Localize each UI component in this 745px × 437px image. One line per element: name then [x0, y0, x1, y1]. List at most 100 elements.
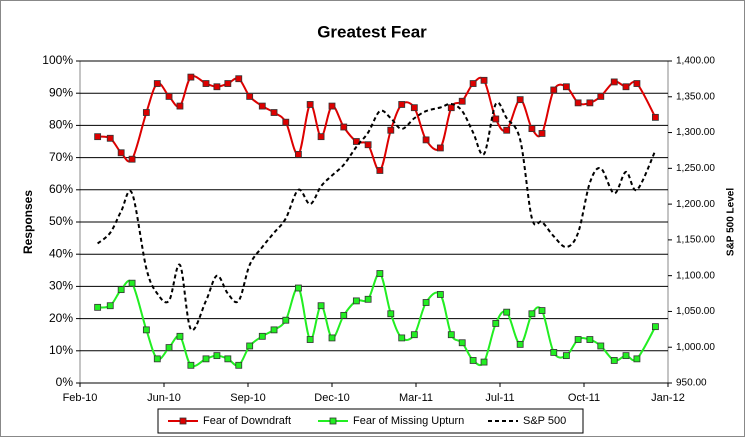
marker [340, 311, 348, 319]
marker [106, 134, 114, 142]
marker [458, 97, 466, 105]
marker [447, 331, 455, 339]
marker [398, 101, 406, 108]
marker [352, 138, 360, 145]
marker [165, 93, 173, 100]
marker [376, 270, 384, 277]
x-tick-label: Jan-12 [651, 392, 685, 404]
marker [469, 80, 477, 87]
y-tick-label: 20% [49, 311, 73, 325]
legend-label: Fear of Missing Upturn [353, 415, 464, 427]
marker [117, 286, 125, 294]
marker [652, 113, 659, 121]
marker [503, 308, 511, 316]
chart-title: Greatest Fear [317, 22, 427, 41]
marker [480, 76, 488, 84]
marker [422, 136, 430, 144]
y-tick-label: 90% [49, 85, 73, 99]
marker [128, 155, 136, 163]
marker [528, 125, 536, 133]
marker [503, 126, 511, 134]
marker [128, 279, 136, 287]
marker [187, 73, 195, 81]
marker [328, 102, 336, 110]
marker [235, 75, 243, 83]
marker [270, 109, 278, 116]
marker [306, 101, 314, 108]
marker [376, 167, 384, 174]
marker [528, 310, 536, 318]
marker [436, 291, 444, 298]
marker [364, 141, 372, 149]
marker [142, 326, 150, 334]
series-line [96, 101, 657, 332]
y-tick-label: 60% [49, 182, 73, 196]
marker [574, 336, 582, 343]
x-tick-label: Oct-11 [568, 392, 600, 404]
marker [176, 102, 184, 110]
marker [306, 336, 314, 343]
marker [516, 340, 524, 348]
marker [213, 83, 221, 91]
marker [202, 80, 210, 87]
x-tick-label: Feb-10 [63, 392, 98, 404]
marker [246, 342, 254, 350]
marker [328, 334, 336, 342]
marker [213, 352, 221, 360]
marker [586, 99, 594, 107]
x-tick-label: Jun-10 [147, 392, 181, 404]
marker [387, 310, 395, 318]
marker [246, 93, 254, 100]
marker [538, 307, 546, 314]
marker [574, 99, 582, 107]
marker [294, 150, 302, 158]
marker [364, 295, 372, 303]
legend-marker [329, 417, 337, 425]
x-tick-label: Sep-10 [230, 392, 265, 404]
marker [117, 149, 125, 157]
marker [469, 357, 477, 364]
marker [597, 342, 605, 350]
marker [282, 316, 290, 324]
marker [387, 126, 395, 134]
y2-tick-label: 1,000.00 [676, 342, 715, 353]
marker [282, 118, 290, 126]
marker [633, 355, 641, 363]
marker [447, 104, 455, 112]
marker [224, 355, 232, 363]
marker [410, 104, 418, 112]
marker [294, 284, 302, 292]
marker [94, 133, 102, 141]
marker [492, 115, 500, 123]
legend-marker [179, 417, 187, 425]
y2-tick-label: 1,250.00 [676, 163, 715, 174]
marker [652, 323, 659, 331]
y2-tick-label: 1,300.00 [676, 127, 715, 138]
marker [622, 352, 630, 360]
y2-tick-label: 1,400.00 [676, 56, 715, 67]
marker [586, 336, 594, 343]
marker [224, 80, 232, 87]
legend-label: Fear of Downdraft [203, 415, 291, 427]
y2-tick-label: 1,050.00 [676, 306, 715, 317]
marker [410, 331, 418, 339]
marker [538, 130, 546, 137]
marker [550, 349, 558, 356]
marker [562, 352, 570, 360]
marker [258, 102, 266, 110]
marker [202, 355, 210, 363]
x-tick-label: Jul-11 [485, 392, 514, 404]
marker [492, 320, 500, 327]
legend-label: S&P 500 [523, 415, 566, 427]
marker [317, 302, 325, 310]
marker [610, 78, 618, 86]
y-axis-label: Responses [21, 190, 35, 254]
y2-tick-label: 1,350.00 [676, 91, 715, 102]
marker [610, 357, 618, 364]
y2-tick-label: 1,100.00 [676, 270, 715, 281]
x-tick-label: Dec-10 [314, 392, 349, 404]
y-tick-label: 50% [49, 214, 73, 228]
marker [94, 303, 102, 311]
marker [270, 326, 278, 334]
